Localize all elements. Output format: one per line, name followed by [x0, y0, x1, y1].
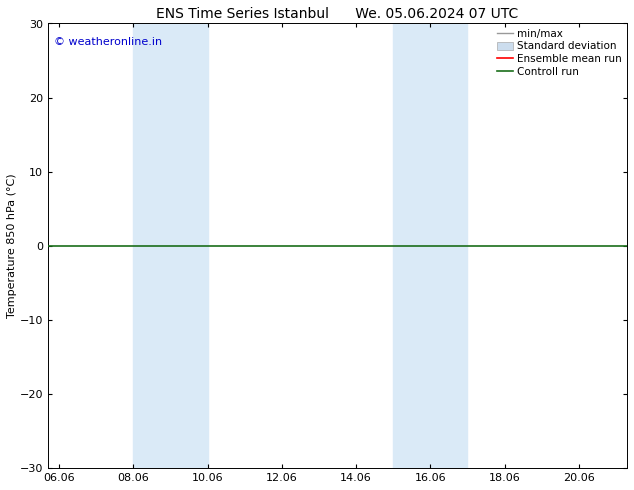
Title: ENS Time Series Istanbul      We. 05.06.2024 07 UTC: ENS Time Series Istanbul We. 05.06.2024 … — [157, 7, 519, 21]
Bar — [133, 24, 208, 468]
Legend: min/max, Standard deviation, Ensemble mean run, Controll run: min/max, Standard deviation, Ensemble me… — [495, 26, 624, 78]
Text: © weatheronline.in: © weatheronline.in — [54, 37, 162, 47]
Y-axis label: Temperature 850 hPa (°C): Temperature 850 hPa (°C) — [7, 173, 17, 318]
Bar — [393, 24, 467, 468]
